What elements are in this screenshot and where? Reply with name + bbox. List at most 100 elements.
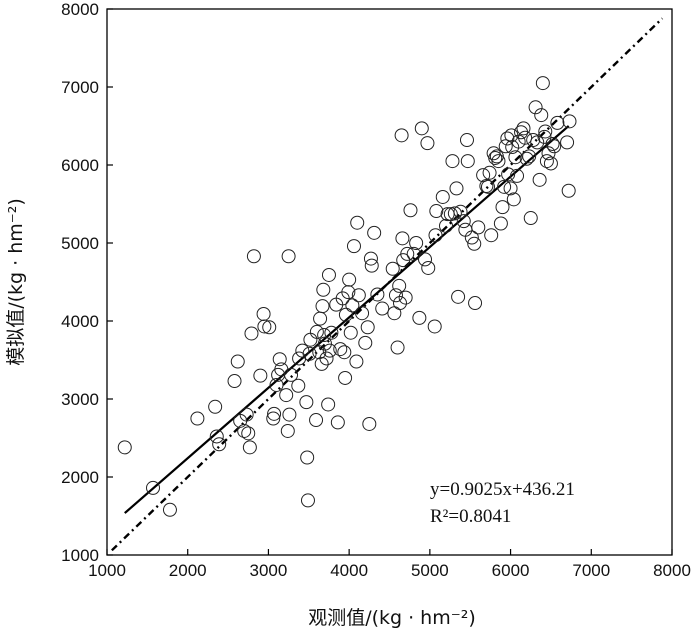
data-point: [343, 325, 358, 340]
data-point: [498, 139, 513, 154]
data-point: [545, 136, 560, 151]
data-point: [479, 179, 494, 194]
data-point: [500, 131, 515, 146]
data-point: [350, 215, 365, 230]
trend-lines: [111, 17, 664, 552]
data-point: [190, 411, 205, 426]
y-tick-label: 6000: [61, 156, 99, 175]
data-point: [398, 290, 413, 305]
data-point: [266, 411, 281, 426]
data-point: [253, 368, 268, 383]
data-point: [241, 426, 256, 441]
data-point: [300, 450, 315, 465]
data-point: [302, 346, 317, 361]
data-point: [316, 282, 331, 297]
x-tick-label: 7000: [572, 561, 610, 580]
data-point: [242, 440, 257, 455]
data-point: [491, 154, 506, 169]
data-point: [333, 342, 348, 357]
data-point: [358, 335, 373, 350]
y-tick-label: 8000: [61, 0, 99, 19]
data-point: [484, 228, 499, 243]
r-squared-annotation: R²=0.8041: [430, 506, 511, 527]
data-point: [458, 222, 473, 237]
data-point: [467, 236, 482, 251]
data-point: [385, 261, 400, 276]
data-point: [528, 100, 543, 115]
data-point: [447, 206, 462, 221]
data-point: [300, 493, 315, 508]
data-point: [427, 319, 442, 334]
data-point: [550, 115, 565, 130]
y-tick-label: 5000: [61, 234, 99, 253]
data-point: [435, 189, 450, 204]
x-tick-label: 3000: [250, 561, 288, 580]
data-point: [392, 296, 407, 311]
data-point: [476, 168, 491, 183]
data-point: [239, 407, 254, 422]
data-point: [406, 246, 421, 261]
x-axis-title: 观测值/(kg · hm⁻²): [308, 607, 476, 629]
data-point: [363, 251, 378, 266]
data-point: [324, 325, 339, 340]
data-point: [209, 429, 224, 444]
data-point: [480, 179, 495, 194]
data-point: [246, 249, 261, 264]
x-tick-label: 4000: [330, 561, 368, 580]
data-point: [532, 172, 547, 187]
data-point: [539, 154, 554, 169]
data-point: [518, 130, 533, 145]
data-point: [364, 258, 379, 273]
data-point: [338, 307, 353, 322]
data-point: [514, 125, 529, 140]
data-point: [516, 121, 531, 136]
data-point: [227, 374, 242, 389]
data-point: [262, 320, 277, 335]
data-point: [503, 181, 518, 196]
data-point: [387, 306, 402, 321]
data-point: [330, 415, 345, 430]
data-point: [281, 249, 296, 264]
data-point: [530, 135, 545, 150]
data-point: [547, 139, 562, 154]
x-tick-label: 2000: [169, 561, 207, 580]
y-tick-label: 3000: [61, 390, 99, 409]
data-point: [317, 328, 332, 343]
plot-frame: [106, 8, 673, 556]
y-tick-label: 4000: [61, 312, 99, 331]
data-point: [456, 214, 471, 229]
data-point: [451, 289, 466, 304]
data-point: [317, 336, 332, 351]
data-point: [299, 395, 314, 410]
y-axis-title: 模拟值/(kg · hm⁻²): [5, 198, 27, 366]
data-point: [445, 154, 460, 169]
data-point: [439, 218, 453, 233]
data-point: [146, 480, 161, 495]
data-point: [482, 165, 497, 180]
data-point: [394, 128, 409, 143]
regression-fit-line: [124, 125, 570, 514]
data-point: [351, 288, 366, 303]
regression-equation: y=0.9025x+436.21: [430, 479, 575, 500]
data-point: [418, 252, 433, 267]
data-points: [117, 76, 577, 517]
data-point: [370, 287, 385, 302]
data-point: [279, 388, 294, 403]
data-point: [256, 306, 271, 321]
data-point: [269, 377, 284, 392]
data-point: [468, 296, 483, 311]
data-point: [342, 272, 357, 287]
data-point: [321, 397, 336, 412]
x-tick-label: 1000: [88, 561, 126, 580]
data-point: [523, 211, 538, 226]
data-point: [322, 343, 337, 358]
data-point: [495, 200, 510, 215]
data-point: [519, 151, 534, 166]
data-point: [315, 299, 330, 314]
data-point: [390, 340, 405, 355]
data-point: [420, 136, 435, 151]
data-point: [212, 437, 227, 452]
x-axis-ticks: 1000 2000 3000 4000 5000 6000 7000 8000: [88, 549, 691, 580]
data-point: [388, 288, 403, 303]
